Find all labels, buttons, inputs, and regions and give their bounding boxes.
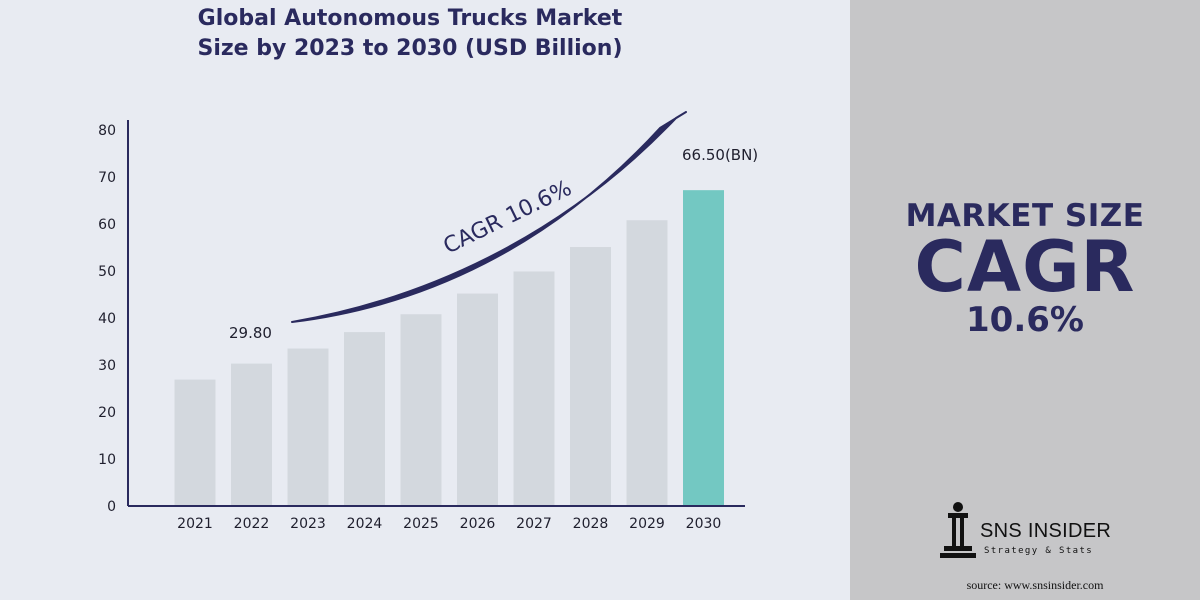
x-tick-label: 2028 xyxy=(573,516,609,532)
bar-2025 xyxy=(400,314,442,506)
bar-2022 xyxy=(231,363,272,506)
bar-2021 xyxy=(174,379,216,506)
x-tick-label: 2027 xyxy=(516,516,552,532)
chart-title-line-2: Size by 2023 to 2030 (USD Billion) xyxy=(197,36,623,61)
bar-2023 xyxy=(287,348,329,506)
x-tick-label: 2021 xyxy=(177,516,213,532)
x-tick-label: 2024 xyxy=(347,516,383,532)
bar-2029 xyxy=(626,220,668,507)
y-tick-label: 30 xyxy=(98,358,116,374)
y-tick-label: 80 xyxy=(98,123,116,139)
x-tick-label: 2030 xyxy=(686,516,722,532)
cagr-arrow xyxy=(291,111,687,323)
bar-2027 xyxy=(513,271,555,506)
bars xyxy=(174,190,724,507)
summary-panel xyxy=(850,0,1200,600)
source-credit: source: www.snsinsider.com xyxy=(966,578,1104,592)
annotation-start-value: 29.80 xyxy=(229,324,272,342)
annotation-end-value: 66.50(BN) xyxy=(682,146,758,164)
x-tick-label: 2023 xyxy=(290,516,326,532)
y-tick-label: 0 xyxy=(107,499,116,515)
x-tick-label: 2025 xyxy=(403,516,439,532)
y-tick-label: 40 xyxy=(98,311,116,327)
y-tick-label: 10 xyxy=(98,452,116,468)
chess-rook-icon xyxy=(940,502,976,558)
x-axis: 2021 2022 2023 2024 2025 2026 2027 2028 2029 2030 xyxy=(177,516,721,532)
x-tick-label: 2022 xyxy=(234,516,270,532)
bar-2030 xyxy=(683,190,724,506)
market-size-label: MARKET SIZE xyxy=(905,198,1145,234)
logo-name: SNS INSIDER xyxy=(980,520,1112,542)
sns-insider-logo: SNS INSIDER Strategy & Stats xyxy=(940,500,1140,562)
chart-title-line-1: Global Autonomous Trucks Market xyxy=(197,6,623,31)
cagr-value: 10.6% xyxy=(966,300,1084,340)
x-tick-label: 2026 xyxy=(460,516,496,532)
bar-2026 xyxy=(457,293,498,506)
y-tick-label: 50 xyxy=(98,264,116,280)
x-tick-label: 2029 xyxy=(629,516,665,532)
chart-title: Global Autonomous Trucks Market Size by … xyxy=(130,4,690,64)
y-tick-label: 20 xyxy=(98,405,116,421)
y-axis: 0 10 20 30 40 50 60 70 80 xyxy=(98,123,116,515)
cagr-label: CAGR xyxy=(914,226,1136,308)
bar-2028 xyxy=(570,247,611,506)
y-tick-label: 70 xyxy=(98,170,116,186)
bar-2024 xyxy=(344,332,385,506)
y-tick-label: 60 xyxy=(98,217,116,233)
logo-tagline: Strategy & Stats xyxy=(984,546,1094,556)
